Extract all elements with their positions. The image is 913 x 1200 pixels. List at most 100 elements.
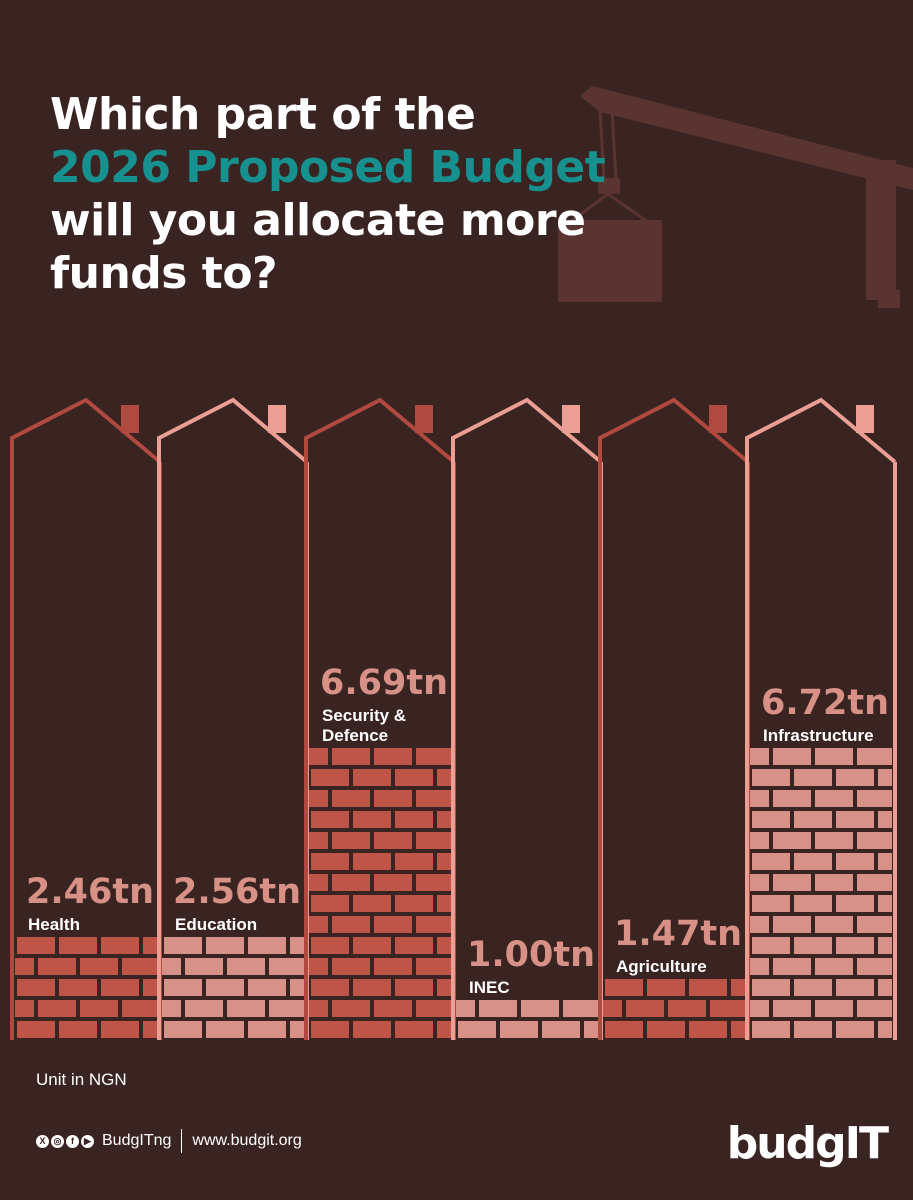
brick (59, 1021, 97, 1038)
brick (437, 853, 451, 870)
category-label: Agriculture (616, 957, 707, 976)
brick (332, 916, 370, 933)
brick-stack (15, 937, 157, 1038)
headline-line-1: Which part of the (50, 89, 476, 140)
brick (269, 958, 304, 975)
facebook-icon[interactable]: f (66, 1134, 79, 1148)
instagram-icon[interactable]: ◎ (51, 1134, 64, 1148)
brick-stack (309, 748, 451, 1038)
brick (752, 937, 790, 954)
brick (878, 937, 892, 954)
brick (500, 1021, 538, 1038)
brick (603, 1000, 622, 1017)
brick (309, 748, 328, 765)
brick (857, 748, 892, 765)
house-4: 1.00tn INEC (451, 397, 603, 1040)
brick (374, 832, 412, 849)
brick (836, 853, 874, 870)
house-1: 2.46tn Health (10, 397, 162, 1040)
brick (143, 979, 157, 996)
footer: X ◎ f ▶ BudgITng www.budgit.org (36, 1128, 302, 1154)
brick (395, 769, 433, 786)
house-3: 6.69tn Security &Defence (304, 397, 456, 1040)
x-icon[interactable]: X (36, 1134, 49, 1148)
house-outline (10, 397, 162, 1040)
brick (122, 1000, 157, 1017)
category-label: Health (28, 915, 80, 934)
brick (605, 1021, 643, 1038)
brick (332, 958, 370, 975)
brick (794, 937, 832, 954)
brick (836, 769, 874, 786)
brick (773, 1000, 811, 1017)
brick (584, 1021, 598, 1038)
brick (750, 874, 769, 891)
brick (17, 1021, 55, 1038)
brick (80, 958, 118, 975)
budget-chart: 2.46tn Health 2.56tn Education 6.69tn Securit… (10, 397, 897, 1040)
brick (143, 937, 157, 954)
house-2: 2.56tn Education (157, 397, 309, 1040)
chimney (709, 405, 727, 433)
brick (479, 1000, 517, 1017)
brick (878, 1021, 892, 1038)
brick (248, 937, 286, 954)
house-6: 6.72tn Infrastructure (745, 397, 897, 1040)
brick (836, 895, 874, 912)
value-label: 6.72tn (761, 683, 889, 723)
brick (416, 832, 451, 849)
brick (857, 958, 892, 975)
brick (794, 811, 832, 828)
brick (437, 895, 451, 912)
brick (752, 895, 790, 912)
brick (815, 874, 853, 891)
brick (290, 979, 304, 996)
headline: Which part of the 2026 Proposed Budget w… (50, 88, 606, 300)
chimney (415, 405, 433, 433)
chimney (562, 405, 580, 433)
chimney (856, 405, 874, 433)
brick (101, 979, 139, 996)
value-label: 1.47tn (614, 914, 742, 954)
brick (309, 874, 328, 891)
brick (353, 853, 391, 870)
category-label: Defence (322, 726, 388, 745)
brick (395, 937, 433, 954)
brick (815, 916, 853, 933)
brick (857, 874, 892, 891)
brick (353, 769, 391, 786)
brick (605, 979, 643, 996)
brick (815, 748, 853, 765)
brick (164, 937, 202, 954)
brick (395, 811, 433, 828)
brick (773, 790, 811, 807)
brick (689, 979, 727, 996)
brick (878, 895, 892, 912)
house-outline (304, 397, 456, 1040)
brick (185, 1000, 223, 1017)
brick (437, 811, 451, 828)
youtube-icon[interactable]: ▶ (81, 1134, 94, 1148)
brick (437, 979, 451, 996)
brick-stack (162, 937, 304, 1038)
brick-stack (750, 748, 892, 1038)
brick (458, 1021, 496, 1038)
value-label: 2.56tn (173, 872, 301, 912)
brick (416, 958, 451, 975)
value-label: 1.00tn (467, 935, 595, 975)
brick (773, 874, 811, 891)
brick (689, 1021, 727, 1038)
brick (752, 979, 790, 996)
brick (815, 958, 853, 975)
brick (248, 979, 286, 996)
brick (731, 979, 745, 996)
headline-line-3: will you allocate more (50, 195, 586, 246)
social-handle[interactable]: BudgITng (102, 1132, 172, 1149)
budgit-logo: budgIT (726, 1118, 889, 1169)
brick (878, 853, 892, 870)
brick (309, 958, 328, 975)
brick (437, 769, 451, 786)
brick (332, 1000, 370, 1017)
brick (773, 916, 811, 933)
website-link[interactable]: www.budgit.org (192, 1132, 302, 1149)
